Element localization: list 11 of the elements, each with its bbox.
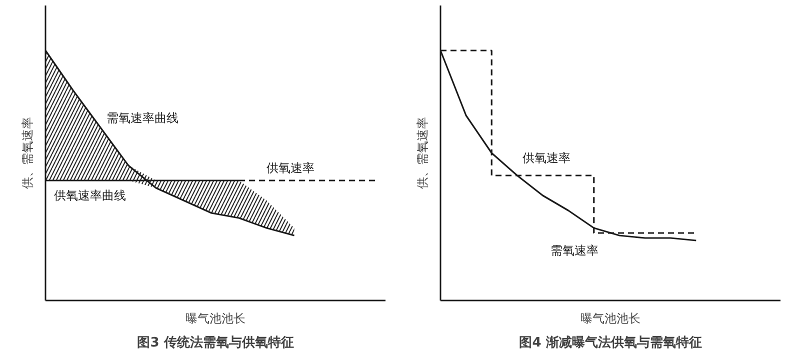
series-label: 需氧速率曲线 [106,111,178,125]
series-label: 供氧速率 [266,161,315,175]
y-axis-title: 供、需氧速率 [416,117,430,189]
x-axis-title: 曝气池池长 [186,312,246,326]
text: 图4 渐减曝气法供氧与需氧特征 [519,336,702,350]
text: 图3 传统法需氧与供氧特征 [137,334,294,350]
x-axis-title: 曝气池池长 [580,312,640,326]
series-label: 需氧速率 [550,244,598,258]
series-label: 供氧速率 [522,151,570,165]
series-label: 供氧速率曲线 [54,188,126,202]
y-axis-title: 供、需氧速率 [20,117,34,189]
